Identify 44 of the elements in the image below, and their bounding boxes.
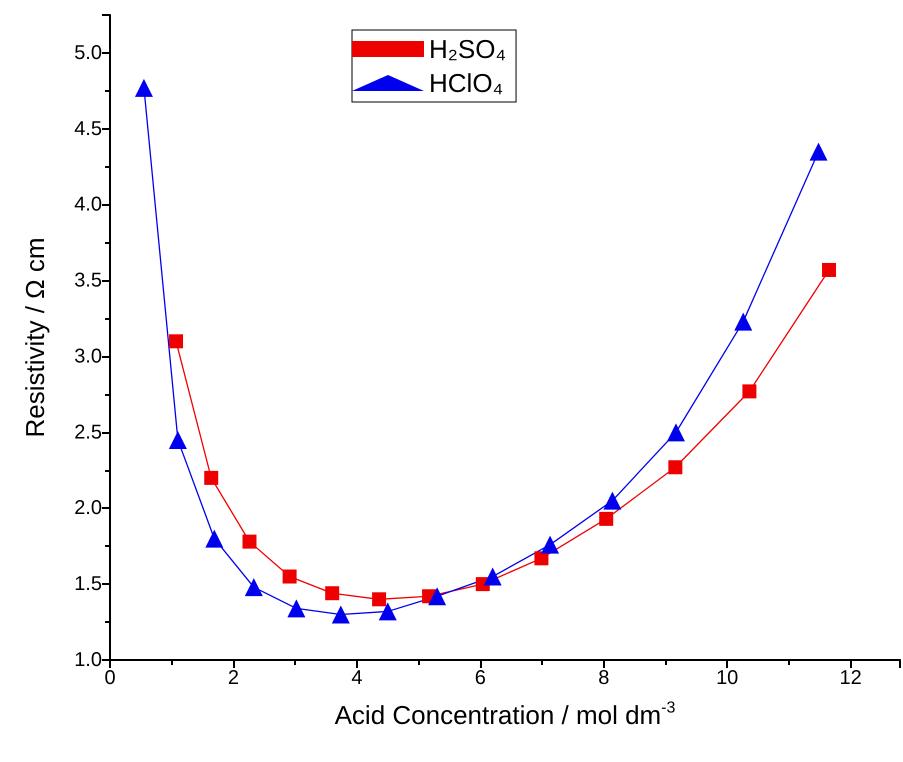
point <box>734 312 752 331</box>
y-tick-label: 5.0 <box>74 42 102 64</box>
point <box>169 334 184 348</box>
y-tick-label: 3.5 <box>74 270 102 292</box>
y-tick-label: 2.0 <box>74 497 102 520</box>
point <box>332 605 350 624</box>
y-axis-title: Resistivity / Ω cm <box>20 237 50 438</box>
point <box>134 78 153 97</box>
y-tick-label: 1.5 <box>74 573 102 596</box>
point <box>603 492 622 510</box>
point <box>287 599 306 618</box>
y-tick-label: 2.5 <box>74 421 102 444</box>
point <box>822 262 836 277</box>
point <box>204 470 218 485</box>
point <box>244 578 263 596</box>
y-tick-label: 3.0 <box>74 345 102 368</box>
point <box>541 536 560 554</box>
x-tick-label: 4 <box>351 667 362 689</box>
point <box>242 534 256 549</box>
point <box>168 430 187 449</box>
point <box>666 423 685 442</box>
point <box>372 592 386 606</box>
x-tick-label: 12 <box>840 667 862 689</box>
point <box>428 587 446 606</box>
x-tick-label: 6 <box>474 667 486 689</box>
point <box>742 384 756 398</box>
point <box>810 142 828 161</box>
point <box>668 460 682 474</box>
x-tick-label: 0 <box>104 667 116 689</box>
point <box>534 551 548 566</box>
y-tick-label: 4.0 <box>74 194 102 216</box>
point <box>484 568 502 586</box>
x-tick-label: 2 <box>228 667 239 689</box>
point <box>378 602 397 620</box>
x-tick-label: 10 <box>716 667 738 689</box>
point <box>282 570 297 584</box>
y-tick-label: 1.0 <box>74 649 102 671</box>
legend-label: H₂SO₄ <box>429 34 506 64</box>
point <box>599 512 614 526</box>
legend-label: HClO₄ <box>429 68 504 98</box>
point <box>205 530 224 548</box>
x-tick-label: 8 <box>598 667 610 689</box>
y-tick-label: 4.5 <box>74 118 102 140</box>
point <box>325 586 340 600</box>
